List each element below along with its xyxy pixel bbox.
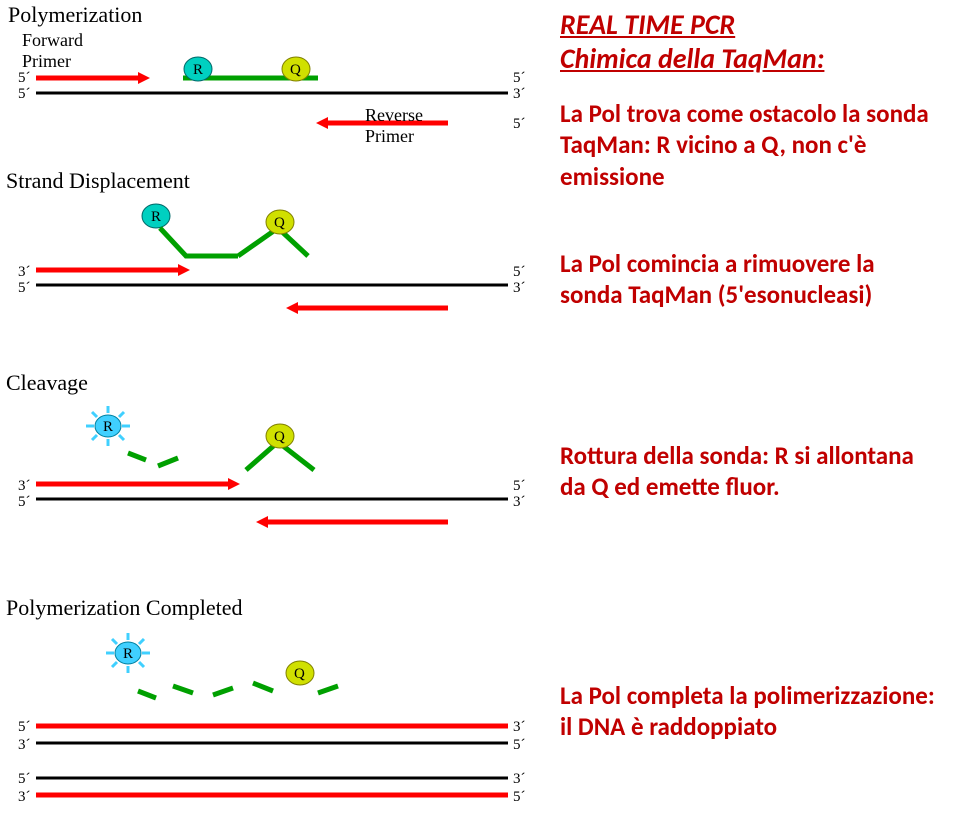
- text-block-3: Rottura della sonda: R si allontana da Q…: [560, 440, 940, 503]
- svg-text:3´: 3´: [18, 789, 31, 805]
- diagram-completed: R Q 5´ 3´ 5´ 3´ 3´ 5´ 3´ 5´: [18, 623, 538, 833]
- diagram-cleavage: R Q 3´ 5´ 5´ 3´: [18, 398, 538, 558]
- svg-text:5´: 5´: [513, 789, 526, 805]
- tick: 3´: [513, 86, 526, 102]
- svg-text:3´: 3´: [18, 264, 31, 280]
- svg-text:3´: 3´: [513, 494, 526, 510]
- text-block-4: La Pol completa la polimerizzazione: il …: [560, 680, 940, 743]
- svg-text:R: R: [123, 646, 133, 662]
- panel-polymerization-title: Polymerization: [8, 2, 142, 28]
- tick: 5´: [513, 70, 526, 86]
- svg-text:5´: 5´: [513, 737, 526, 753]
- svg-text:5´: 5´: [18, 771, 31, 787]
- svg-text:5´: 5´: [513, 478, 526, 494]
- svg-text:Q: Q: [294, 666, 305, 682]
- svg-text:R: R: [151, 209, 161, 225]
- svg-text:5´: 5´: [18, 719, 31, 735]
- glow-R: R: [86, 406, 130, 446]
- text-block-1: La Pol trova come ostacolo la sonda TaqM…: [560, 98, 940, 192]
- text-block-2: La Pol comincia a rimuovere la sonda Taq…: [560, 248, 940, 311]
- tick: 5´: [18, 70, 31, 86]
- svg-text:3´: 3´: [18, 478, 31, 494]
- panel-completed-title: Polymerization Completed: [6, 595, 242, 621]
- svg-text:3´: 3´: [513, 280, 526, 296]
- panel-strand-displacement-title: Strand Displacement: [6, 168, 190, 194]
- heading-line1: REAL TIME PCR: [560, 8, 824, 42]
- svg-text:Q: Q: [274, 215, 285, 231]
- diagram-strand-displacement: R Q 3´ 5´ 5´ 3´: [18, 198, 538, 338]
- tick: 5´: [18, 86, 31, 102]
- svg-text:3´: 3´: [513, 719, 526, 735]
- svg-text:R: R: [193, 62, 203, 78]
- svg-text:Q: Q: [274, 429, 285, 445]
- heading-line2: Chimica della TaqMan:: [560, 42, 824, 76]
- tick: 5´: [513, 116, 526, 132]
- svg-text:5´: 5´: [18, 280, 31, 296]
- reverse-primer-label: ReversePrimer: [365, 105, 455, 147]
- svg-text:3´: 3´: [513, 771, 526, 787]
- svg-text:5´: 5´: [18, 494, 31, 510]
- svg-text:5´: 5´: [513, 264, 526, 280]
- svg-text:Q: Q: [290, 62, 301, 78]
- panel-cleavage-title: Cleavage: [6, 370, 88, 396]
- diagram-polymerization: 5´ 5´ 5´ 3´ 5´ R Q: [18, 26, 538, 156]
- svg-text:3´: 3´: [18, 737, 31, 753]
- svg-text:R: R: [103, 419, 113, 435]
